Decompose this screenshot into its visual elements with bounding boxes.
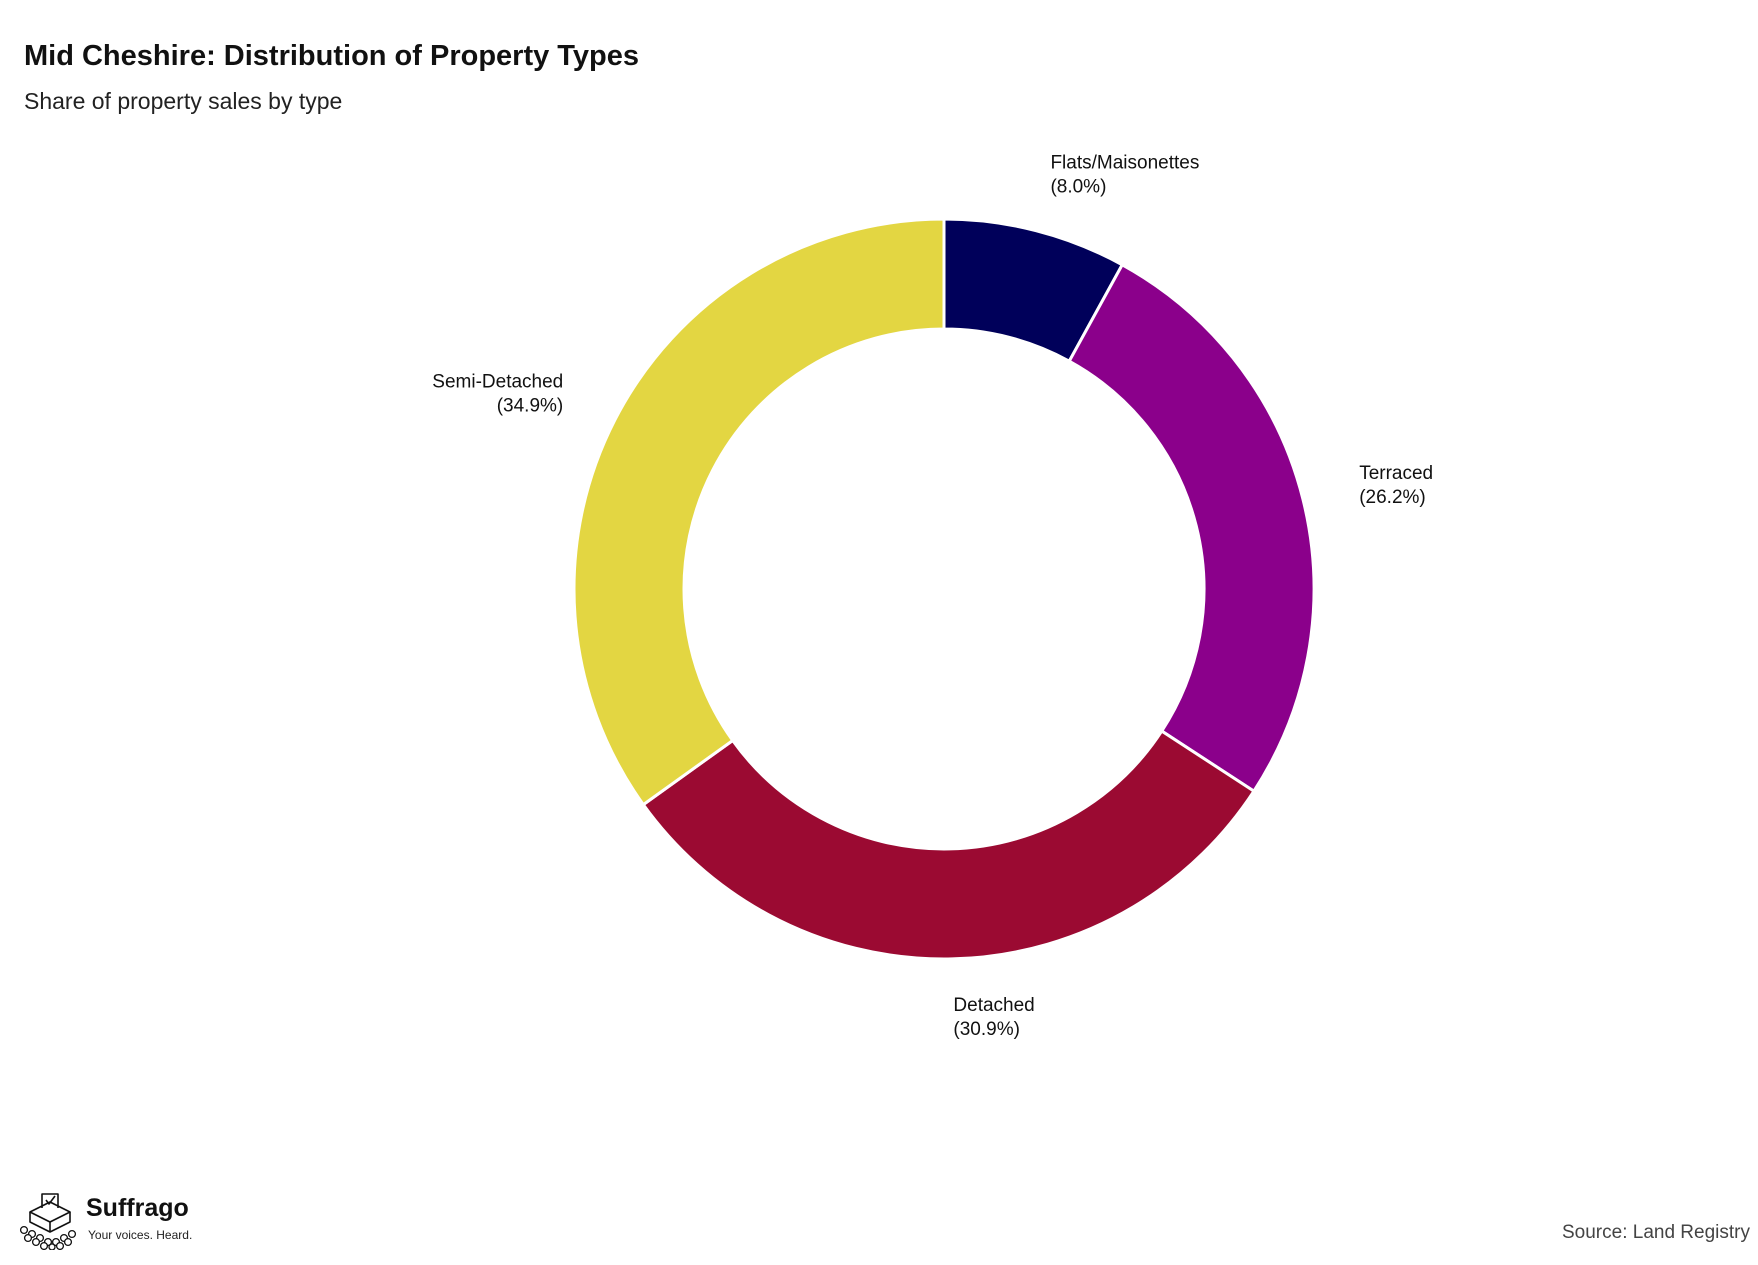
slice-percent-label: (26.2%) bbox=[1359, 487, 1426, 508]
slice-labels: Flats/Maisonettes (8.0%) Terraced (26.2%) De… bbox=[432, 152, 1433, 1039]
slice-category-label: Terraced bbox=[1359, 463, 1433, 484]
slice-label-semi-detached: Semi-Detached (34.9%) bbox=[432, 371, 563, 416]
brand-name: Suffrago bbox=[86, 1194, 189, 1222]
chart-subtitle: Share of property sales by type bbox=[24, 88, 343, 114]
slice-terraced bbox=[1067, 262, 1316, 794]
slice-percent-label: (30.9%) bbox=[953, 1019, 1020, 1040]
slice-label-flats-maisonettes: Flats/Maisonettes (8.0%) bbox=[1050, 152, 1199, 197]
donut-slices bbox=[572, 217, 1316, 961]
source-note: Source: Land Registry bbox=[1562, 1222, 1750, 1243]
brand-tagline: Your voices. Heard. bbox=[88, 1228, 193, 1242]
slice-category-label: Semi-Detached bbox=[432, 371, 563, 392]
slice-category-label: Flats/Maisonettes bbox=[1050, 152, 1199, 173]
slice-category-label: Detached bbox=[953, 995, 1034, 1016]
slice-label-detached: Detached (30.9%) bbox=[953, 995, 1034, 1040]
slice-label-terraced: Terraced (26.2%) bbox=[1359, 463, 1433, 508]
brand-logo-block: Suffrago Your voices. Heard. bbox=[16, 1190, 216, 1250]
slice-percent-label: (8.0%) bbox=[1050, 176, 1106, 197]
slice-percent-label: (34.9%) bbox=[497, 395, 564, 416]
slice-detached bbox=[641, 728, 1256, 961]
chart-title: Mid Cheshire: Distribution of Property T… bbox=[24, 40, 639, 72]
ballot-box-icon bbox=[19, 1193, 77, 1250]
slice-semi-detached bbox=[572, 217, 946, 807]
